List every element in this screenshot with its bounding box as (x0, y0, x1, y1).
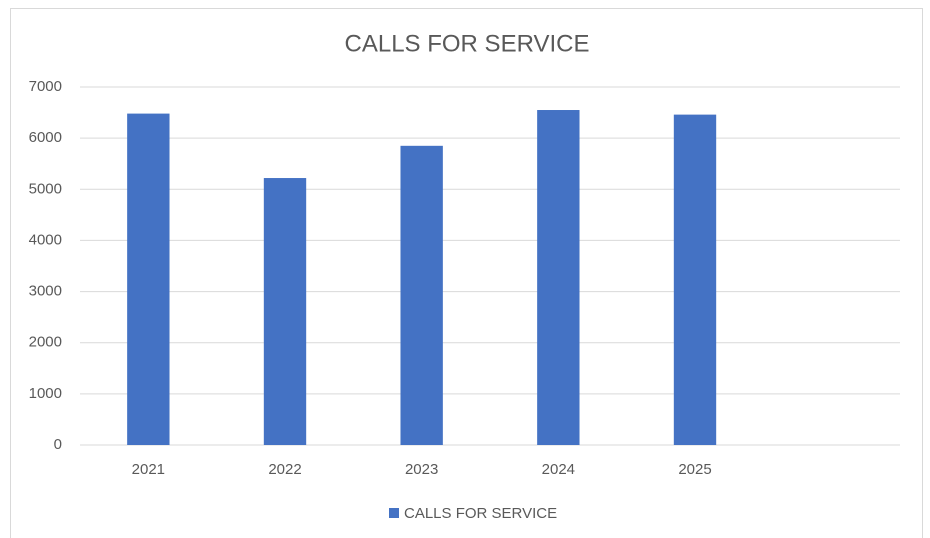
y-tick-label: 6000 (29, 129, 62, 146)
x-tick-label: 2025 (678, 461, 711, 478)
bar (400, 145, 443, 446)
x-tick-label: 2022 (268, 461, 301, 478)
bar (127, 113, 170, 445)
y-tick-label: 7000 (29, 78, 62, 95)
y-tick-label: 0 (54, 436, 62, 453)
legend-label: CALLS FOR SERVICE (404, 505, 557, 522)
x-tick-label: 2021 (132, 461, 165, 478)
x-tick-label: 2023 (405, 461, 438, 478)
bar (537, 110, 580, 445)
y-tick-label: 1000 (29, 385, 62, 402)
y-tick-label: 3000 (29, 283, 62, 300)
legend-swatch (389, 508, 399, 518)
x-tick-label: 2024 (542, 461, 575, 478)
y-tick-label: 2000 (29, 334, 62, 351)
bar (263, 178, 307, 445)
y-tick-label: 5000 (29, 180, 62, 197)
chart-title: CALLS FOR SERVICE (345, 30, 590, 57)
y-tick-label: 4000 (29, 231, 62, 248)
bar (673, 114, 717, 446)
